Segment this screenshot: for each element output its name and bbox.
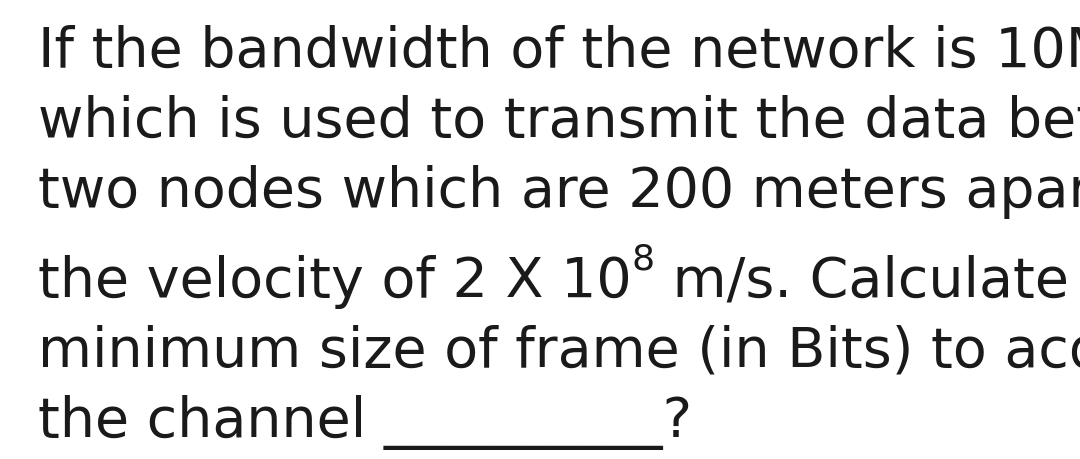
Text: two nodes which are 200 meters apart with: two nodes which are 200 meters apart wit…: [38, 165, 1080, 219]
Text: the velocity of 2 X 10: the velocity of 2 X 10: [38, 255, 632, 309]
Text: minimum size of frame (in Bits) to acquire: minimum size of frame (in Bits) to acqui…: [38, 325, 1080, 379]
Text: which is used to transmit the data between: which is used to transmit the data betwe…: [38, 95, 1080, 149]
Text: the channel __________?: the channel __________?: [38, 394, 692, 449]
Text: 8: 8: [632, 243, 654, 277]
Text: m/s. Calculate the: m/s. Calculate the: [654, 255, 1080, 309]
Text: If the bandwidth of the network is 10Mbps,: If the bandwidth of the network is 10Mbp…: [38, 25, 1080, 79]
